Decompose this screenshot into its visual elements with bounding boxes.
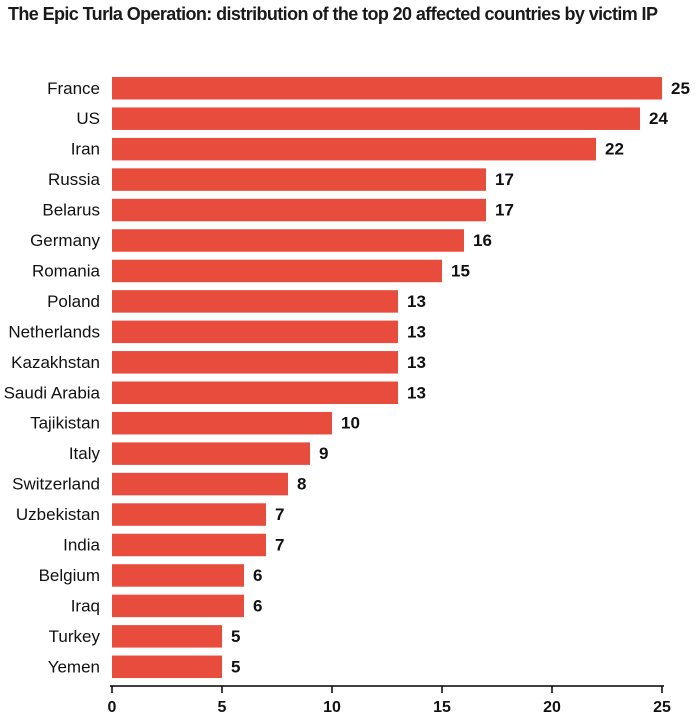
bar-poland [112, 290, 398, 313]
bar-saudi-arabia [112, 381, 398, 404]
category-label-turkey: Turkey [49, 627, 101, 646]
bar-germany [112, 229, 464, 252]
category-label-yemen: Yemen [48, 657, 100, 676]
bar-iran [112, 137, 596, 161]
category-label-germany: Germany [30, 231, 100, 250]
chart-title: The Epic Turla Operation: distribution o… [8, 4, 658, 24]
value-label-belarus: 17 [495, 201, 514, 220]
bar-turkey [112, 625, 222, 648]
bar-belarus [112, 198, 486, 222]
value-label-turkey: 5 [231, 627, 240, 646]
value-label-yemen: 5 [231, 657, 240, 676]
value-label-romania: 15 [451, 261, 470, 280]
category-label-tajikistan: Tajikistan [30, 414, 100, 433]
bar-italy [112, 442, 310, 465]
value-label-iraq: 6 [253, 596, 262, 615]
bar-france [112, 77, 662, 100]
category-label-india: India [63, 536, 100, 555]
category-label-uzbekistan: Uzbekistan [16, 505, 100, 524]
category-label-kazakhstan: Kazakhstan [11, 353, 100, 372]
bar-tajikistan [112, 411, 332, 435]
x-tick-label-0: 0 [108, 699, 117, 716]
x-tick-label-5: 5 [218, 699, 227, 716]
value-label-belgium: 6 [253, 566, 262, 585]
bars-group [112, 77, 662, 679]
category-label-russia: Russia [48, 170, 101, 189]
category-label-netherlands: Netherlands [8, 322, 100, 341]
bar-yemen [112, 655, 222, 679]
category-labels: France US Iran Russia Belarus Germany Romania P… [4, 79, 101, 677]
category-label-switzerland: Switzerland [12, 475, 100, 494]
category-label-iran: Iran [71, 140, 100, 159]
value-label-us: 24 [649, 109, 668, 128]
category-label-romania: Romania [32, 261, 101, 280]
value-label-kazakhstan: 13 [407, 353, 426, 372]
value-label-france: 25 [671, 79, 690, 98]
x-tick-label-15: 15 [433, 699, 451, 716]
category-label-france: France [47, 79, 100, 98]
category-label-poland: Poland [47, 292, 100, 311]
category-label-italy: Italy [69, 444, 101, 463]
value-label-india: 7 [275, 536, 284, 555]
value-label-russia: 17 [495, 170, 514, 189]
value-label-netherlands: 13 [407, 322, 426, 341]
value-label-tajikistan: 10 [341, 414, 360, 433]
x-tick-label-10: 10 [323, 699, 341, 716]
bar-india [112, 533, 266, 557]
category-label-belarus: Belarus [42, 201, 100, 220]
category-label-saudi-arabia: Saudi Arabia [4, 383, 101, 402]
value-label-poland: 13 [407, 292, 426, 311]
category-label-us: US [76, 109, 100, 128]
bar-russia [112, 168, 486, 191]
x-tick-label-25: 25 [653, 699, 671, 716]
bar-romania [112, 259, 442, 283]
bar-us [112, 107, 640, 130]
bar-kazakhstan [112, 351, 398, 374]
bar-uzbekistan [112, 503, 266, 526]
value-label-saudi-arabia: 13 [407, 383, 426, 402]
value-label-uzbekistan: 7 [275, 505, 284, 524]
x-tick-label-20: 20 [543, 699, 561, 716]
bar-switzerland [112, 472, 288, 496]
x-axis-ticks: 0 5 10 15 20 25 [108, 686, 671, 716]
value-label-germany: 16 [473, 231, 492, 250]
bar-belgium [112, 564, 244, 587]
category-label-belgium: Belgium [39, 566, 100, 585]
bar-iraq [112, 594, 244, 618]
value-label-switzerland: 8 [297, 475, 306, 494]
category-label-iraq: Iraq [71, 596, 100, 615]
value-label-italy: 9 [319, 444, 328, 463]
value-label-iran: 22 [605, 140, 624, 159]
bar-netherlands [112, 320, 398, 344]
